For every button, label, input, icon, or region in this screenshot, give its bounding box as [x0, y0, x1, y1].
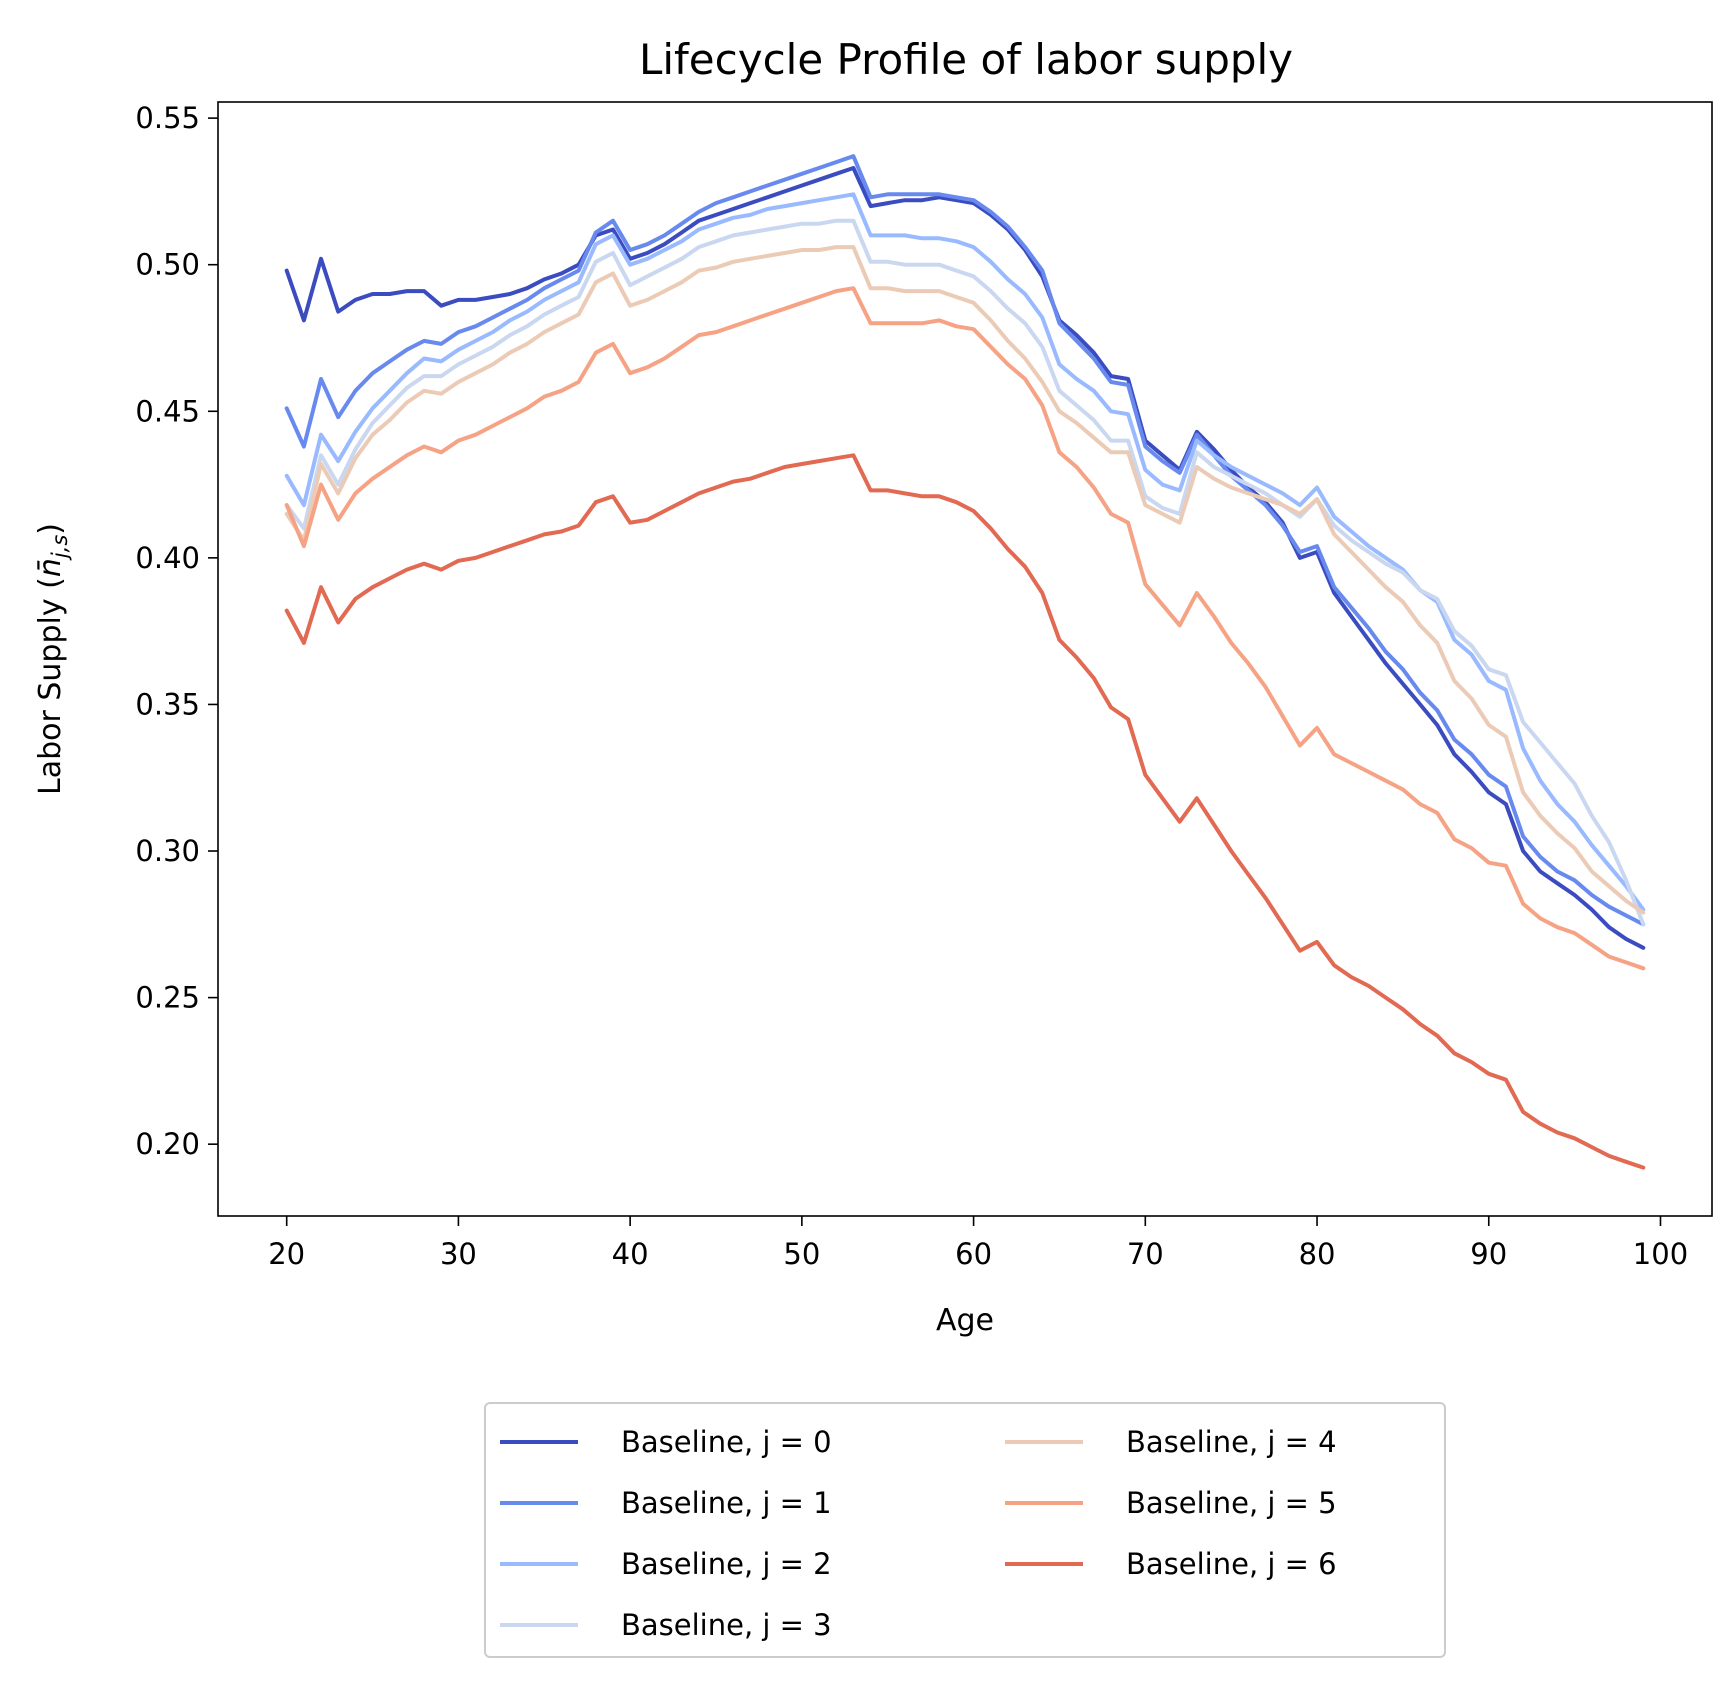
y-tick-label: 0.35: [135, 687, 200, 721]
y-tick-label: 0.20: [135, 1127, 200, 1161]
y-axis: 0.20 0.25 0.30 0.35 0.40 0.45 0.50 0.55: [135, 101, 218, 1161]
x-tick-label: 100: [1633, 1237, 1688, 1271]
chart-title: Lifecycle Profile of labor supply: [639, 35, 1293, 84]
legend-label-j4: Baseline, j = 4: [1126, 1425, 1337, 1459]
x-tick-label: 90: [1470, 1237, 1507, 1271]
legend: Baseline, j = 0 Baseline, j = 1 Baseline, …: [484, 1402, 1446, 1658]
y-axis-label-subscript: j,s: [48, 535, 72, 562]
legend-label-j2: Baseline, j = 2: [621, 1547, 832, 1581]
series-line-j0: [284, 166, 1646, 950]
y-tick-label: 0.50: [135, 248, 200, 282]
x-axis-label: Age: [936, 1303, 994, 1338]
x-tick-label: 40: [612, 1237, 649, 1271]
legend-box: [484, 1402, 1446, 1658]
x-tick-label: 50: [783, 1237, 820, 1271]
y-tick-label: 0.55: [135, 101, 200, 135]
y-axis-label-text: Labor Supply: [33, 598, 68, 795]
y-tick-label: 0.30: [135, 834, 200, 868]
y-axis-label-symbol: n̄: [33, 558, 68, 577]
series-line-j3: [284, 218, 1646, 927]
legend-label-j6: Baseline, j = 6: [1126, 1547, 1337, 1581]
x-tick-label: 30: [440, 1237, 477, 1271]
x-tick-label: 60: [955, 1237, 992, 1271]
series-line-j5: [284, 286, 1646, 971]
y-axis-label: Labor Supply (n̄j,s): [33, 523, 72, 795]
x-tick-label: 20: [268, 1237, 305, 1271]
x-tick-label: 70: [1127, 1237, 1164, 1271]
legend-label-j5: Baseline, j = 5: [1126, 1486, 1337, 1520]
series-line-j1: [284, 154, 1646, 927]
series-layer: [284, 154, 1646, 1170]
x-axis: 20 30 40 50 60 70 80 90 100: [268, 1216, 1688, 1271]
plot-frame: [217, 101, 1713, 1217]
legend-label-j1: Baseline, j = 1: [621, 1486, 832, 1520]
y-tick-label: 0.40: [135, 541, 200, 575]
y-tick-label: 0.25: [135, 981, 200, 1015]
legend-label-j0: Baseline, j = 0: [621, 1425, 832, 1459]
legend-label-j3: Baseline, j = 3: [621, 1608, 832, 1642]
x-tick-label: 80: [1299, 1237, 1336, 1271]
y-tick-label: 0.45: [135, 394, 200, 428]
series-line-j4: [284, 245, 1646, 915]
series-line-j6: [284, 453, 1646, 1170]
